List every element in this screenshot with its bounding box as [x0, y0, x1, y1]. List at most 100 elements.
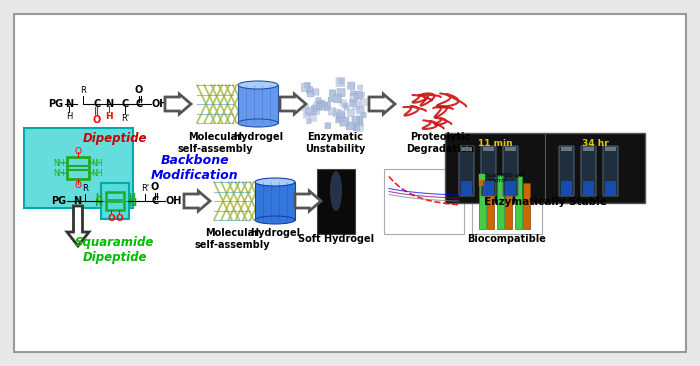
Text: R: R	[80, 86, 86, 95]
FancyBboxPatch shape	[328, 108, 336, 115]
Ellipse shape	[255, 178, 295, 186]
Text: PG: PG	[51, 196, 66, 206]
FancyBboxPatch shape	[340, 100, 346, 106]
FancyBboxPatch shape	[350, 90, 356, 96]
FancyBboxPatch shape	[461, 147, 472, 151]
Text: O: O	[74, 146, 81, 156]
Text: Control: Control	[485, 179, 508, 183]
Text: Backbone
Modification: Backbone Modification	[151, 154, 239, 182]
FancyBboxPatch shape	[348, 82, 355, 89]
FancyBboxPatch shape	[356, 116, 363, 122]
Text: O: O	[93, 115, 101, 125]
Text: O: O	[135, 85, 143, 95]
Text: R': R'	[121, 114, 129, 123]
FancyBboxPatch shape	[324, 105, 329, 111]
FancyBboxPatch shape	[603, 146, 618, 196]
FancyBboxPatch shape	[307, 90, 314, 97]
Text: N: N	[73, 196, 81, 206]
Text: NH: NH	[53, 168, 64, 178]
FancyBboxPatch shape	[324, 102, 330, 108]
Ellipse shape	[238, 81, 278, 89]
Text: ■: ■	[477, 172, 485, 182]
FancyBboxPatch shape	[309, 114, 316, 121]
Bar	[479, 173, 486, 228]
FancyBboxPatch shape	[325, 123, 331, 128]
FancyBboxPatch shape	[505, 147, 516, 151]
FancyBboxPatch shape	[312, 105, 318, 112]
FancyBboxPatch shape	[352, 101, 360, 109]
FancyBboxPatch shape	[472, 168, 542, 234]
Bar	[522, 183, 529, 228]
Text: N: N	[94, 198, 102, 208]
FancyBboxPatch shape	[581, 146, 596, 196]
FancyBboxPatch shape	[561, 180, 572, 195]
Text: R: R	[82, 184, 88, 193]
Text: O: O	[115, 214, 123, 223]
Bar	[505, 182, 512, 228]
FancyBboxPatch shape	[340, 117, 349, 126]
Text: OH: OH	[151, 99, 167, 109]
FancyBboxPatch shape	[351, 124, 356, 129]
FancyBboxPatch shape	[356, 106, 364, 113]
Text: H: H	[128, 193, 135, 202]
FancyBboxPatch shape	[314, 102, 322, 111]
Text: Squaramide
Dipeptide: Squaramide Dipeptide	[76, 236, 155, 264]
FancyBboxPatch shape	[337, 89, 345, 97]
Text: H: H	[74, 208, 80, 217]
FancyBboxPatch shape	[320, 102, 328, 110]
FancyBboxPatch shape	[330, 90, 336, 96]
FancyBboxPatch shape	[307, 119, 311, 124]
Text: R': R'	[141, 184, 149, 193]
Text: Hydrogel: Hydrogel	[250, 228, 300, 238]
FancyBboxPatch shape	[302, 105, 309, 111]
FancyBboxPatch shape	[384, 168, 464, 234]
FancyBboxPatch shape	[301, 83, 310, 92]
FancyBboxPatch shape	[307, 87, 313, 93]
FancyBboxPatch shape	[353, 124, 360, 131]
FancyBboxPatch shape	[333, 109, 341, 117]
FancyBboxPatch shape	[461, 180, 472, 195]
FancyBboxPatch shape	[101, 183, 129, 219]
Text: H: H	[95, 193, 102, 202]
Text: Molecular
self-assembly: Molecular self-assembly	[177, 132, 253, 154]
Polygon shape	[165, 94, 191, 114]
Text: OH: OH	[165, 196, 181, 206]
FancyBboxPatch shape	[360, 93, 365, 97]
FancyBboxPatch shape	[583, 180, 594, 195]
FancyBboxPatch shape	[483, 147, 494, 151]
FancyBboxPatch shape	[352, 117, 360, 124]
Text: 11 min: 11 min	[477, 139, 512, 148]
FancyBboxPatch shape	[14, 14, 686, 352]
Text: PG: PG	[48, 99, 63, 109]
FancyBboxPatch shape	[316, 98, 321, 103]
FancyBboxPatch shape	[337, 111, 345, 118]
Text: Dipeptide: Dipeptide	[83, 132, 147, 145]
FancyBboxPatch shape	[559, 146, 574, 196]
Text: C: C	[93, 99, 101, 109]
Text: NH: NH	[91, 158, 103, 168]
FancyBboxPatch shape	[316, 104, 322, 109]
Text: Scaf/PEG gel: Scaf/PEG gel	[485, 172, 524, 178]
Text: Enzymatically Stable: Enzymatically Stable	[484, 197, 606, 207]
Text: N: N	[105, 99, 113, 109]
Text: O: O	[107, 214, 115, 223]
FancyBboxPatch shape	[605, 147, 616, 151]
Text: Proteolytic
Degradation: Proteolytic Degradation	[406, 132, 474, 154]
FancyBboxPatch shape	[328, 97, 332, 102]
FancyBboxPatch shape	[354, 91, 363, 99]
FancyBboxPatch shape	[583, 147, 594, 151]
FancyBboxPatch shape	[317, 168, 355, 234]
FancyBboxPatch shape	[314, 108, 320, 115]
Text: N: N	[65, 99, 73, 109]
FancyBboxPatch shape	[350, 93, 358, 101]
Text: O: O	[74, 180, 81, 190]
Ellipse shape	[238, 119, 278, 127]
FancyBboxPatch shape	[360, 99, 367, 105]
Text: C: C	[121, 99, 129, 109]
FancyBboxPatch shape	[238, 85, 278, 123]
FancyBboxPatch shape	[445, 133, 645, 203]
FancyBboxPatch shape	[605, 180, 616, 195]
FancyBboxPatch shape	[305, 107, 313, 115]
Ellipse shape	[330, 171, 342, 211]
Bar	[514, 176, 522, 228]
